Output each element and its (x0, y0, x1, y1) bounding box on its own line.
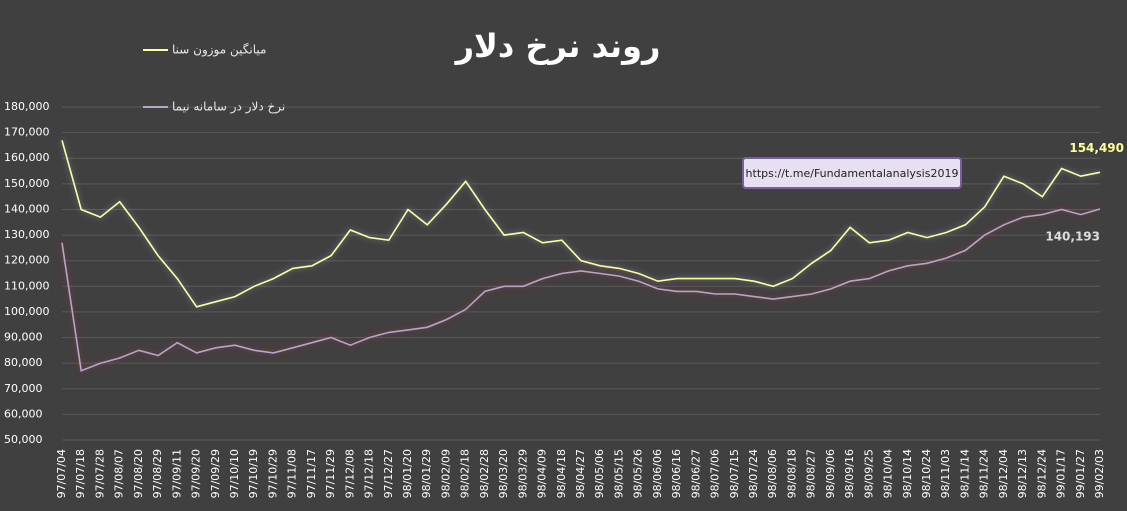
y-tick-label: 60,000 (4, 407, 43, 420)
x-tick-label: 97/09/11 (170, 449, 183, 498)
x-tick-label: 97/07/18 (74, 449, 87, 498)
y-tick-label: 130,000 (4, 228, 50, 241)
x-tick-label: 98/11/24 (978, 449, 991, 498)
x-tick-label: 99/02/03 (1093, 449, 1106, 498)
x-tick-label: 98/12/04 (997, 449, 1010, 498)
x-tick-label: 97/11/17 (305, 449, 318, 498)
legend-label: میانگین موزون سنا (172, 43, 266, 58)
x-tick-label: 97/10/10 (228, 449, 241, 498)
x-tick-label: 97/07/04 (55, 449, 68, 498)
y-tick-label: 140,000 (4, 202, 50, 215)
x-tick-label: 97/07/28 (93, 449, 106, 498)
y-tick-label: 180,000 (4, 100, 50, 113)
x-tick-label: 98/11/14 (958, 449, 971, 498)
data-label: 154,490 (1069, 141, 1124, 155)
x-tick-label: 98/02/18 (459, 449, 472, 498)
x-tick-label: 98/05/15 (612, 449, 625, 498)
x-tick-label: 97/09/29 (209, 449, 222, 498)
x-tick-label: 97/08/29 (151, 449, 164, 498)
x-tick-label: 98/02/28 (478, 449, 491, 498)
x-tick-label: 97/10/19 (247, 449, 260, 498)
y-tick-label: 170,000 (4, 126, 50, 139)
x-tick-label: 97/10/29 (266, 449, 279, 498)
x-tick-label: 97/09/20 (190, 449, 203, 498)
series-line (61, 208, 1101, 372)
y-tick-label: 50,000 (4, 433, 43, 446)
x-tick-label: 99/01/17 (1055, 449, 1068, 498)
x-tick-label: 99/01/27 (1074, 449, 1087, 498)
x-tick-label: 97/08/07 (113, 449, 126, 498)
x-tick-label: 98/08/27 (805, 449, 818, 498)
annotation-box (742, 157, 962, 189)
y-tick-label: 160,000 (4, 151, 50, 164)
x-tick-label: 98/09/25 (862, 449, 875, 498)
y-tick-label: 80,000 (4, 356, 43, 369)
chart-title: روند نرخ دلار (454, 27, 661, 65)
x-tick-label: 98/11/03 (939, 449, 952, 498)
x-tick-label: 98/07/06 (709, 449, 722, 498)
y-tick-label: 90,000 (4, 331, 43, 344)
x-tick-label: 98/10/04 (882, 449, 895, 498)
x-tick-label: 98/05/06 (593, 449, 606, 498)
legend-label: نرخ دلار در سامانه نیما (172, 100, 285, 115)
x-tick-label: 98/02/09 (439, 449, 452, 498)
y-tick-label: 120,000 (4, 254, 50, 267)
x-tick-label: 98/06/16 (670, 449, 683, 498)
x-tick-label: 98/03/20 (497, 449, 510, 498)
y-tick-label: 100,000 (4, 305, 50, 318)
series-line (61, 140, 1101, 308)
x-tick-label: 97/12/08 (343, 449, 356, 498)
x-tick-label: 98/04/27 (574, 449, 587, 498)
x-tick-label: 98/10/14 (901, 449, 914, 498)
y-tick-label: 110,000 (4, 279, 50, 292)
x-tick-label: 97/11/08 (286, 449, 299, 498)
x-tick-label: 98/12/13 (1016, 449, 1029, 498)
x-tick-label: 98/05/26 (632, 449, 645, 498)
x-tick-label: 98/08/18 (785, 449, 798, 498)
x-tick-label: 98/03/29 (516, 449, 529, 498)
x-tick-label: 98/12/24 (1035, 449, 1048, 498)
y-tick-label: 70,000 (4, 382, 43, 395)
x-tick-label: 98/07/15 (728, 449, 741, 498)
x-tick-label: 97/12/18 (363, 449, 376, 498)
x-tick-label: 97/08/20 (132, 449, 145, 498)
annotation: https://t.me/Fundamentalanalysis2019 (746, 167, 959, 180)
x-tick-label: 98/07/24 (747, 449, 760, 498)
x-tick-label: 98/10/24 (920, 449, 933, 498)
x-tick-label: 98/09/16 (843, 449, 856, 498)
data-label: 140,193 (1045, 229, 1100, 243)
x-tick-label: 98/01/20 (401, 449, 414, 498)
x-tick-label: 98/01/29 (420, 449, 433, 498)
y-tick-label: 150,000 (4, 177, 50, 190)
x-tick-label: 97/12/27 (382, 449, 395, 498)
x-tick-label: 98/06/27 (689, 449, 702, 498)
x-tick-label: 98/06/06 (651, 449, 664, 498)
x-tick-label: 98/04/09 (536, 449, 549, 498)
x-tick-label: 98/08/06 (766, 449, 779, 498)
x-tick-label: 98/04/18 (555, 449, 568, 498)
x-tick-label: 98/09/06 (824, 449, 837, 498)
x-tick-label: 97/11/29 (324, 449, 337, 498)
